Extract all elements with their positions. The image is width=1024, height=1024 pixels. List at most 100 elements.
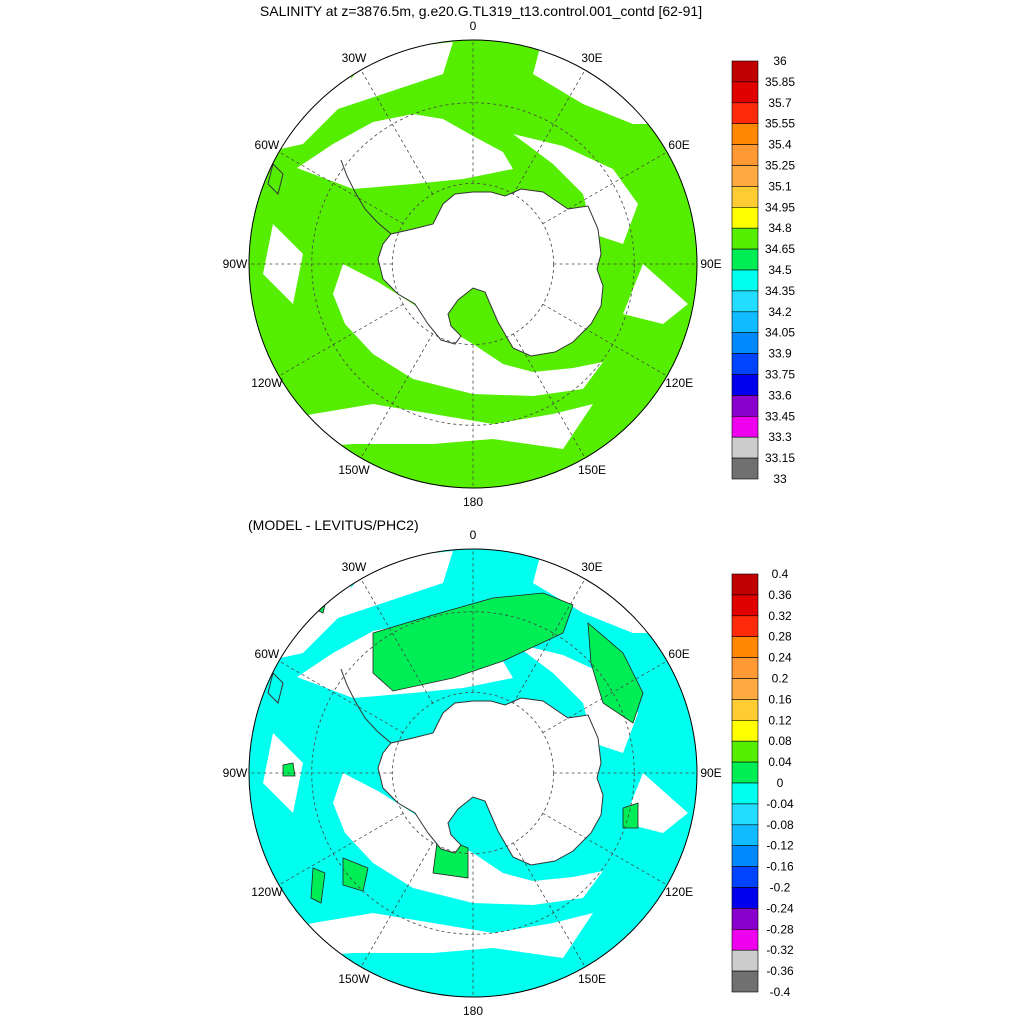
longitude-label: 150W xyxy=(338,463,370,477)
colorbar-swatch xyxy=(731,102,759,125)
colorbar-label: -0.24 xyxy=(766,901,794,915)
colorbar-label: -0.12 xyxy=(766,839,794,853)
colorbar-swatch xyxy=(731,782,759,805)
peninsula-coastline xyxy=(340,159,392,235)
colorbar-swatch xyxy=(731,636,759,658)
colorbar-label: -0.32 xyxy=(766,943,794,957)
longitude-label: 120E xyxy=(665,376,693,390)
missing-data-region xyxy=(323,551,453,623)
colorbar-label: 35.1 xyxy=(768,179,792,193)
colorbar-label: 33.15 xyxy=(765,451,795,465)
colorbar-swatch xyxy=(731,594,759,617)
positive-anomaly-region xyxy=(587,622,644,724)
colorbar-swatch xyxy=(731,144,759,166)
colorbar-label: 35.7 xyxy=(768,96,792,110)
panel-title: SALINITY at z=3876.5m, g.e20.G.TL319_t13… xyxy=(260,3,702,19)
antarctica-coastline xyxy=(377,697,604,866)
positive-anomaly-region xyxy=(282,762,296,777)
colorbar-swatch xyxy=(731,457,759,480)
colorbar-swatch xyxy=(731,415,759,438)
colorbar-label: 0.4 xyxy=(772,567,789,581)
colorbar-swatch xyxy=(731,436,759,459)
longitude-label: 60W xyxy=(255,138,280,152)
colorbar-swatch xyxy=(731,60,759,83)
colorbar-label: 0.12 xyxy=(768,713,792,727)
graticule xyxy=(249,40,697,488)
colorbar-label: 35.25 xyxy=(765,159,795,173)
colorbar-label: 0 xyxy=(777,776,784,790)
colorbar-label: -0.36 xyxy=(766,964,794,978)
colorbar-label: 35.85 xyxy=(765,75,795,89)
colorbar-swatch xyxy=(731,824,759,846)
panel-title: (MODEL - LEVITUS/PHC2) xyxy=(248,517,419,533)
colorbar-label: 0.32 xyxy=(768,609,792,623)
missing-data-region xyxy=(513,643,638,753)
graticule xyxy=(249,549,697,997)
colorbar-label: 0.08 xyxy=(768,734,792,748)
colorbar-swatch xyxy=(731,949,759,972)
colorbar-label: 33 xyxy=(773,472,787,486)
colorbar-swatch xyxy=(731,311,759,333)
longitude-label: 120W xyxy=(251,376,283,390)
colorbar-label: 34.05 xyxy=(765,326,795,340)
colorbar-label: 34.65 xyxy=(765,242,795,256)
difference-panel: (MODEL - LEVITUS/PHC2) 0 30E 60E 90E 120E 150E… xyxy=(223,517,794,1018)
longitude-label: 90W xyxy=(223,766,248,780)
antarctica-coastline xyxy=(377,188,604,357)
longitude-label: 150W xyxy=(338,972,370,986)
missing-data-region xyxy=(623,773,688,833)
colorbar-swatch xyxy=(731,678,759,700)
colorbar-label: -0.16 xyxy=(766,860,794,874)
longitude-label: 30E xyxy=(581,560,602,574)
colorbar-label: 35.55 xyxy=(765,117,795,131)
missing-data-region xyxy=(263,913,593,958)
colorbar-label: 34.5 xyxy=(768,263,792,277)
colorbar-swatch xyxy=(731,719,759,742)
colorbar-label: 0.2 xyxy=(772,672,789,686)
colorbar-label: 0.28 xyxy=(768,630,792,644)
colorbar-label: 0.16 xyxy=(768,692,792,706)
colorbar-label: 0.36 xyxy=(768,588,792,602)
colorbar-label: -0.04 xyxy=(766,797,794,811)
colorbar-label: 33.9 xyxy=(768,347,792,361)
colorbar-swatch xyxy=(731,845,759,867)
map-boundary xyxy=(248,39,698,489)
colorbar-swatch xyxy=(731,908,759,930)
missing-data-region xyxy=(263,404,593,449)
colorbar-swatch xyxy=(731,227,759,250)
colorbar-label: 33.45 xyxy=(765,409,795,423)
colorbar-swatch xyxy=(731,615,759,637)
positive-anomaly-region xyxy=(310,867,326,904)
colorbar: 0.4 0.36 0.32 0.28 0.24 0.2 0.16 0.12 0.08 0.04 0 -… xyxy=(731,567,794,999)
longitude-label: 0 xyxy=(470,19,477,33)
colorbar-swatch xyxy=(731,81,759,104)
colorbar-label: 35.4 xyxy=(768,138,792,152)
missing-data-region xyxy=(623,264,688,324)
missing-data-region xyxy=(333,264,603,396)
longitude-label: 150E xyxy=(578,463,606,477)
longitude-label: 180 xyxy=(463,1004,483,1018)
peninsula-coastline xyxy=(340,668,392,744)
longitude-label: 180 xyxy=(463,495,483,509)
colorbar-swatch xyxy=(731,207,759,229)
colorbar-swatch xyxy=(731,657,759,679)
colorbar-label: -0.28 xyxy=(766,922,794,936)
longitude-label: 150E xyxy=(578,972,606,986)
colorbar-swatch xyxy=(731,374,759,396)
colorbar-label: 33.6 xyxy=(768,388,792,402)
colorbar-label: 33.75 xyxy=(765,368,795,382)
colorbar-swatch xyxy=(731,803,759,826)
colorbar-label: 33.3 xyxy=(768,430,792,444)
colorbar-swatch xyxy=(731,186,759,208)
colorbar-swatch xyxy=(731,248,759,271)
longitude-label: 30W xyxy=(342,560,367,574)
missing-data-region xyxy=(333,773,603,905)
colorbar-swatch xyxy=(731,970,759,993)
colorbar-label: 0.04 xyxy=(768,755,792,769)
colorbar-swatch xyxy=(731,269,759,292)
colorbar-swatch xyxy=(731,332,759,354)
colorbar-swatch xyxy=(731,165,759,187)
longitude-label: 60E xyxy=(668,138,689,152)
map-boundary xyxy=(248,548,698,998)
